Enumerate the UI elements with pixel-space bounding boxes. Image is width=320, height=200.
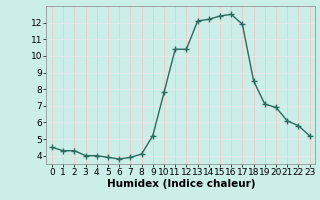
X-axis label: Humidex (Indice chaleur): Humidex (Indice chaleur): [107, 179, 255, 189]
